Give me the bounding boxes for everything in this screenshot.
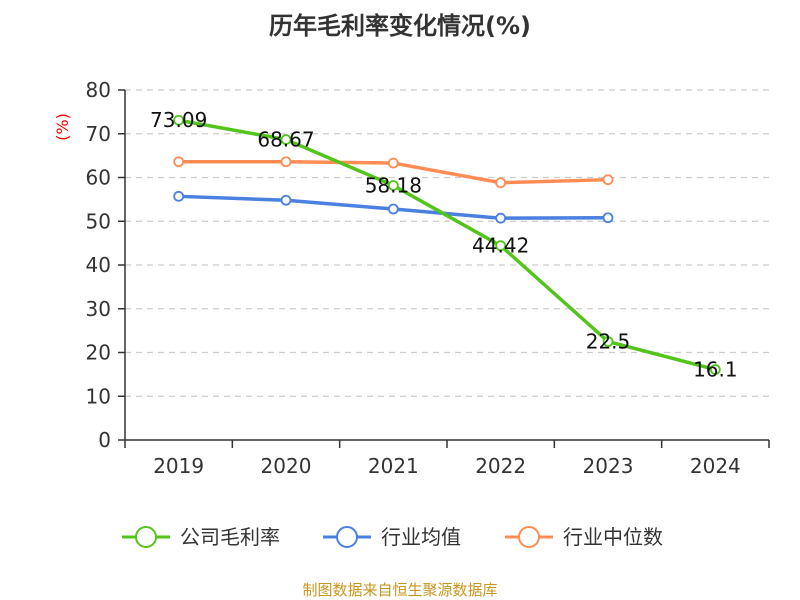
y-tick-label: 70 bbox=[86, 122, 111, 146]
x-tick-label: 2022 bbox=[475, 454, 526, 478]
data-label: 73.09 bbox=[150, 108, 207, 132]
x-tick-label: 2020 bbox=[261, 454, 312, 478]
y-tick-label: 0 bbox=[98, 428, 111, 452]
data-label: 16.1 bbox=[693, 358, 738, 382]
legend-item[interactable]: 行业中位数 bbox=[505, 525, 663, 549]
data-point[interactable] bbox=[709, 364, 721, 375]
legend-marker-icon bbox=[336, 526, 358, 548]
data-label: 44.42 bbox=[472, 234, 529, 258]
data-point[interactable] bbox=[387, 203, 399, 215]
legend-label: 公司毛利率 bbox=[180, 525, 280, 549]
legend-label: 行业均值 bbox=[381, 525, 461, 549]
x-tick-label: 2021 bbox=[368, 454, 419, 478]
data-point[interactable] bbox=[280, 156, 292, 168]
data-label: 68.67 bbox=[257, 128, 314, 152]
y-axis-label: (%) bbox=[53, 113, 72, 141]
y-tick-label: 60 bbox=[86, 166, 111, 190]
data-label: 58.18 bbox=[365, 173, 422, 197]
data-point[interactable] bbox=[495, 212, 507, 224]
data-point[interactable] bbox=[387, 180, 399, 191]
y-tick-label: 30 bbox=[86, 297, 111, 321]
data-point[interactable] bbox=[173, 114, 185, 126]
legend-marker-icon bbox=[518, 526, 540, 548]
data-point[interactable] bbox=[173, 156, 185, 168]
data-point[interactable] bbox=[173, 190, 185, 202]
y-tick-label: 10 bbox=[86, 384, 111, 408]
data-label: 22.5 bbox=[586, 330, 631, 354]
x-tick-label: 2023 bbox=[583, 454, 634, 478]
legend-item[interactable]: 公司毛利率 bbox=[122, 525, 280, 549]
y-tick-label: 20 bbox=[86, 341, 111, 365]
chart-title: 历年毛利率变化情况(%) bbox=[269, 12, 531, 40]
data-point[interactable] bbox=[495, 177, 507, 189]
data-point[interactable] bbox=[602, 212, 614, 224]
data-point[interactable] bbox=[280, 194, 292, 206]
legend-marker-icon bbox=[135, 526, 157, 548]
y-tick-label: 40 bbox=[86, 253, 111, 277]
legend-label: 行业中位数 bbox=[563, 525, 663, 549]
y-tick-label: 50 bbox=[86, 209, 111, 233]
data-point[interactable] bbox=[602, 336, 614, 347]
data-point[interactable] bbox=[602, 174, 614, 186]
legend-item[interactable]: 行业均值 bbox=[323, 525, 461, 549]
data-point[interactable] bbox=[280, 134, 292, 145]
data-point[interactable] bbox=[387, 157, 399, 169]
data-point[interactable] bbox=[495, 240, 507, 252]
y-tick-label: 80 bbox=[86, 78, 111, 102]
source-note: 制图数据来自恒生聚源数据库 bbox=[302, 581, 497, 599]
x-tick-label: 2024 bbox=[690, 454, 741, 478]
series-line bbox=[178, 118, 716, 372]
x-tick-label: 2019 bbox=[153, 454, 204, 478]
